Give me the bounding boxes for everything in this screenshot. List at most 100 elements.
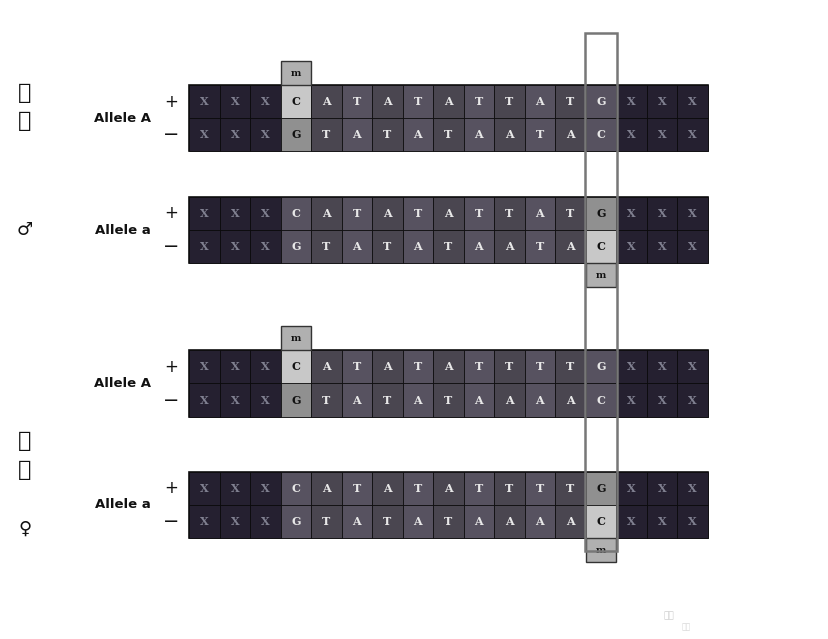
Text: X: X: [261, 208, 269, 219]
Bar: [493, 383, 524, 417]
Text: G: G: [595, 482, 605, 494]
Text: X: X: [230, 241, 238, 252]
Text: X: X: [657, 241, 666, 252]
Bar: [555, 383, 585, 417]
Text: X: X: [657, 129, 666, 141]
Text: X: X: [687, 96, 696, 107]
Text: A: A: [504, 129, 513, 141]
Bar: [463, 197, 493, 230]
Text: T: T: [566, 361, 574, 373]
Bar: [646, 472, 676, 505]
Bar: [493, 230, 524, 263]
Text: 激活: 激活: [662, 611, 673, 620]
Text: T: T: [352, 361, 360, 373]
Text: A: A: [444, 208, 452, 219]
Text: T: T: [535, 361, 543, 373]
Text: X: X: [230, 96, 238, 107]
Text: X: X: [230, 208, 238, 219]
Bar: [493, 472, 524, 505]
Text: C: C: [291, 482, 300, 494]
Bar: [189, 350, 707, 417]
Bar: [189, 118, 219, 151]
Text: A: A: [535, 516, 543, 527]
Bar: [310, 350, 341, 383]
Bar: [402, 197, 432, 230]
Bar: [219, 383, 250, 417]
Text: 父: 父: [18, 82, 31, 103]
Text: C: C: [595, 394, 604, 406]
Bar: [341, 118, 372, 151]
Text: A: A: [413, 516, 421, 527]
Text: T: T: [413, 482, 421, 494]
Text: −: −: [163, 125, 180, 144]
Text: X: X: [200, 394, 209, 406]
Bar: [524, 197, 555, 230]
Text: X: X: [200, 96, 209, 107]
Text: T: T: [474, 96, 483, 107]
Text: A: A: [352, 129, 361, 141]
Bar: [432, 350, 463, 383]
Bar: [310, 230, 341, 263]
Bar: [250, 472, 280, 505]
Text: T: T: [535, 241, 543, 252]
Bar: [341, 472, 372, 505]
Text: X: X: [626, 394, 635, 406]
Bar: [219, 118, 250, 151]
Bar: [493, 118, 524, 151]
Bar: [432, 383, 463, 417]
Text: T: T: [504, 361, 513, 373]
Text: T: T: [504, 482, 513, 494]
Text: T: T: [444, 129, 452, 141]
Bar: [432, 118, 463, 151]
Text: X: X: [261, 129, 269, 141]
Bar: [372, 230, 402, 263]
Text: T: T: [474, 208, 483, 219]
Bar: [189, 350, 219, 383]
Bar: [189, 383, 219, 417]
Text: Allele A: Allele A: [94, 112, 151, 125]
Bar: [280, 118, 310, 151]
Bar: [646, 505, 676, 538]
Bar: [219, 85, 250, 118]
Bar: [555, 350, 585, 383]
Bar: [280, 85, 310, 118]
Bar: [463, 118, 493, 151]
Text: X: X: [687, 241, 696, 252]
Text: X: X: [687, 516, 696, 527]
Bar: [250, 230, 280, 263]
Text: m: m: [595, 271, 605, 280]
Bar: [585, 383, 615, 417]
Bar: [524, 118, 555, 151]
Bar: [585, 538, 615, 562]
Bar: [402, 230, 432, 263]
Bar: [432, 230, 463, 263]
Text: 本: 本: [18, 111, 31, 132]
Bar: [219, 350, 250, 383]
Text: A: A: [444, 482, 452, 494]
Text: A: A: [474, 129, 483, 141]
Text: T: T: [352, 208, 360, 219]
Bar: [341, 383, 372, 417]
Text: T: T: [413, 208, 421, 219]
Text: X: X: [200, 208, 209, 219]
Text: X: X: [230, 361, 238, 373]
Text: A: A: [383, 482, 391, 494]
Text: T: T: [322, 241, 330, 252]
Bar: [646, 383, 676, 417]
Text: X: X: [626, 129, 635, 141]
Bar: [432, 472, 463, 505]
Text: T: T: [444, 241, 452, 252]
Text: X: X: [657, 96, 666, 107]
Bar: [463, 85, 493, 118]
Bar: [676, 230, 707, 263]
Bar: [463, 472, 493, 505]
Text: T: T: [413, 361, 421, 373]
Text: G: G: [291, 129, 301, 141]
Bar: [402, 350, 432, 383]
Bar: [676, 505, 707, 538]
Bar: [280, 472, 310, 505]
Bar: [585, 350, 615, 383]
Bar: [189, 85, 219, 118]
Text: T: T: [566, 482, 574, 494]
Text: −: −: [163, 390, 180, 410]
